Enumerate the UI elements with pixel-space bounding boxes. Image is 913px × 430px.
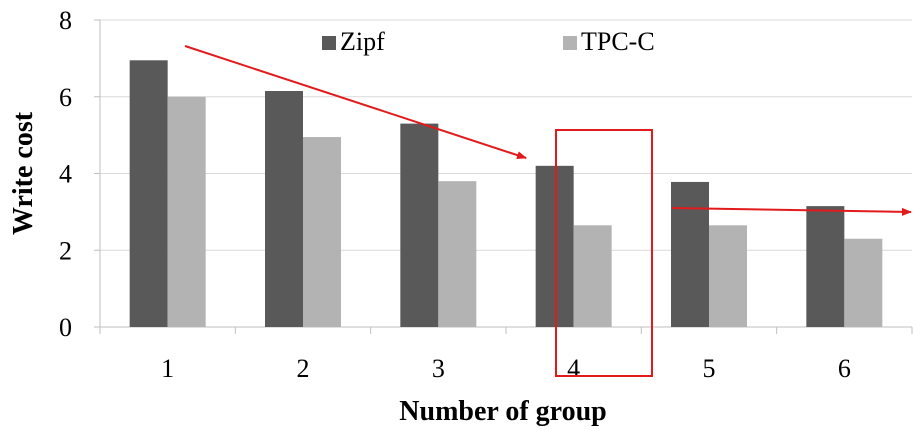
bar-zipf-1 — [129, 60, 168, 327]
trend-arrow-decreasing — [184, 45, 527, 159]
bar-tpc-c-3 — [438, 181, 477, 327]
legend-label: Zipf — [340, 27, 385, 56]
x-axis-title: Number of group — [399, 396, 606, 427]
legend-label: TPC-C — [581, 27, 655, 56]
trend-arrow-flat — [671, 207, 912, 216]
bar-tpc-c-2 — [303, 137, 341, 327]
bar-zipf-5 — [671, 181, 709, 327]
bar-tpc-c-6 — [844, 238, 883, 327]
bar-tpc-c-4 — [573, 225, 612, 327]
y-axis-title: Write cost — [8, 111, 39, 235]
y-tick-label: 4 — [59, 160, 72, 189]
x-tick-label: 4 — [567, 354, 580, 383]
x-tick-label: 6 — [838, 354, 851, 383]
y-tick-label: 2 — [59, 236, 72, 265]
y-tick-label: 8 — [59, 6, 72, 35]
bar-zipf-2 — [265, 90, 303, 328]
bar-zipf-3 — [400, 123, 439, 327]
highlight-box — [555, 129, 653, 377]
bar-zipf-6 — [806, 206, 845, 327]
bar-zipf-4 — [535, 165, 574, 327]
x-tick-label: 5 — [703, 354, 716, 383]
x-tick-label: 1 — [161, 354, 174, 383]
bar-tpc-c-1 — [167, 96, 206, 327]
x-tick-label: 2 — [297, 354, 310, 383]
legend: Zipf TPC-C — [322, 27, 655, 56]
y-tick-label: 6 — [59, 83, 72, 112]
bars — [129, 60, 883, 328]
gridlines — [100, 19, 912, 251]
annotations — [184, 45, 912, 377]
legend-swatch — [563, 36, 577, 50]
legend-swatch — [322, 36, 336, 50]
bar-tpc-c-5 — [709, 225, 747, 327]
axes — [94, 19, 913, 334]
x-tick-label: 3 — [432, 354, 445, 383]
y-tick-label: 0 — [59, 313, 72, 342]
tick-labels: 0 2 4 6 8 1 2 3 4 5 6 — [59, 6, 851, 383]
